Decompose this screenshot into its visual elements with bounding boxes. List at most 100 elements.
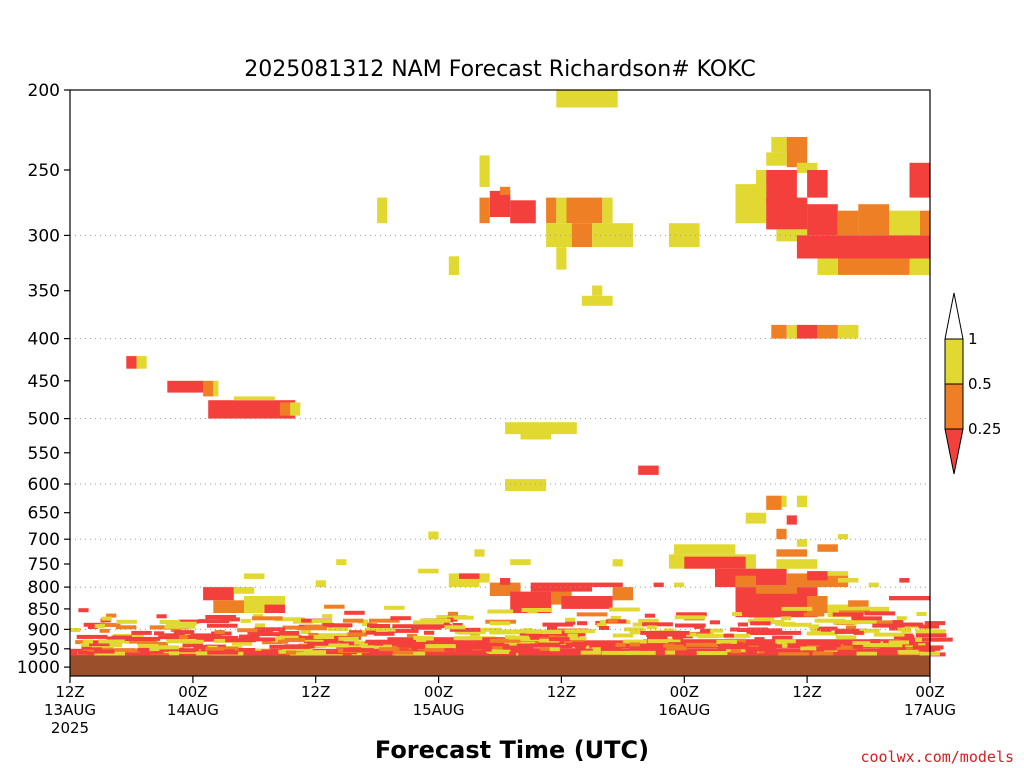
heatmap-speckle <box>924 621 946 626</box>
ground-layer <box>70 655 930 676</box>
heatmap-speckle <box>601 650 633 655</box>
x-tick-label: 00Z <box>670 683 699 701</box>
heatmap-speckle <box>373 631 395 636</box>
heatmap-speckle <box>885 647 906 652</box>
heatmap-speckle <box>754 637 765 642</box>
heatmap-cell <box>756 584 797 594</box>
heatmap-speckle <box>646 625 657 630</box>
heatmap-speckle <box>565 617 576 622</box>
heatmap-cell <box>653 582 664 588</box>
y-tick-label: 900 <box>28 620 60 640</box>
heatmap-speckle <box>699 628 711 633</box>
heatmap-speckle <box>622 639 654 644</box>
heatmap-speckle <box>283 644 315 649</box>
heatmap-cell <box>909 258 930 275</box>
y-tick-label: 200 <box>28 81 60 101</box>
heatmap-cell <box>889 596 930 601</box>
heatmap-speckle <box>369 624 391 628</box>
heatmap-speckle <box>874 650 895 655</box>
heatmap-speckle <box>365 639 397 644</box>
heatmap-speckle <box>411 645 432 650</box>
heatmap-speckle <box>541 650 573 655</box>
heatmap-speckle <box>94 651 125 656</box>
y-tick-label: 300 <box>28 226 60 246</box>
heatmap-speckle <box>343 648 374 653</box>
heatmap-speckle <box>806 631 838 636</box>
heatmap-speckle <box>873 632 905 637</box>
heatmap-speckle <box>832 612 864 617</box>
heatmap-speckle <box>365 630 377 635</box>
heatmap-speckle <box>261 649 272 654</box>
heatmap-speckle <box>542 622 574 627</box>
heatmap-speckle <box>140 651 151 655</box>
heatmap-cell <box>837 606 890 614</box>
heatmap-speckle <box>709 620 720 625</box>
heatmap-speckle <box>311 619 333 624</box>
heatmap-speckle <box>694 624 705 629</box>
heatmap-speckle <box>239 634 260 639</box>
heatmap-speckle <box>624 627 645 632</box>
heatmap-cell <box>167 380 204 393</box>
heatmap-speckle <box>77 650 88 655</box>
heatmap-speckle <box>775 642 807 647</box>
heatmap-speckle <box>625 650 656 655</box>
heatmap-speckle <box>251 616 283 621</box>
heatmap-speckle <box>195 651 217 656</box>
heatmap-speckle <box>816 646 837 651</box>
heatmap-speckle <box>322 614 333 619</box>
heatmap-speckle <box>81 645 102 650</box>
heatmap-cell <box>909 162 930 198</box>
heatmap-speckle <box>384 605 405 610</box>
heatmap-speckle <box>572 641 593 646</box>
heatmap-speckle <box>525 629 557 634</box>
heatmap-speckle <box>154 631 165 636</box>
heatmap-speckle <box>413 635 434 640</box>
heatmap-cell <box>418 568 439 574</box>
heatmap-speckle <box>205 615 236 619</box>
heatmap-speckle <box>300 630 311 634</box>
heatmap-speckle <box>872 623 903 628</box>
heatmap-cell <box>796 495 808 508</box>
x-tick-label: 14AUG <box>167 701 219 719</box>
heatmap-speckle <box>600 647 622 652</box>
heatmap-speckle <box>551 644 573 649</box>
heatmap-cell <box>213 600 244 613</box>
heatmap-speckle <box>361 644 392 649</box>
heatmap-cell <box>848 600 869 607</box>
heatmap-speckle <box>278 649 289 654</box>
heatmap-speckle <box>219 617 240 622</box>
heatmap-speckle <box>870 639 881 644</box>
heatmap-speckle <box>271 638 282 643</box>
heatmap-speckle <box>922 637 953 642</box>
heatmap-speckle <box>774 621 796 626</box>
heatmap-speckle <box>442 641 474 646</box>
heatmap-cell <box>505 422 577 435</box>
heatmap-speckle <box>413 642 424 647</box>
heatmap-speckle <box>131 630 152 635</box>
heatmap-cell <box>776 528 787 540</box>
heatmap-cell <box>796 539 808 547</box>
heatmap-speckle <box>736 650 758 655</box>
heatmap-speckle <box>252 614 264 619</box>
heatmap-speckle <box>349 630 370 635</box>
heatmap-speckle <box>111 648 143 653</box>
heatmap-cell <box>837 258 910 275</box>
colorbar-bin <box>944 383 964 430</box>
heatmap-speckle <box>237 628 258 633</box>
y-tick-label: 800 <box>28 578 60 598</box>
heatmap-speckle <box>470 632 481 637</box>
heatmap-speckle <box>567 633 578 638</box>
heatmap-speckle <box>718 645 749 650</box>
heatmap-speckle <box>468 651 479 656</box>
credit-link[interactable]: coolwx.com/models <box>860 748 1014 766</box>
heatmap-speckle <box>851 616 882 621</box>
heatmap-speckle <box>549 637 570 642</box>
heatmap-cell <box>290 402 301 416</box>
heatmap-speckle <box>629 630 640 635</box>
heatmap-cell <box>781 495 787 508</box>
heatmap-speckle <box>896 616 907 621</box>
heatmap-speckle <box>70 628 81 632</box>
heatmap-cell <box>796 324 818 339</box>
heatmap-cell <box>837 210 859 236</box>
heatmap-cell <box>766 495 782 510</box>
